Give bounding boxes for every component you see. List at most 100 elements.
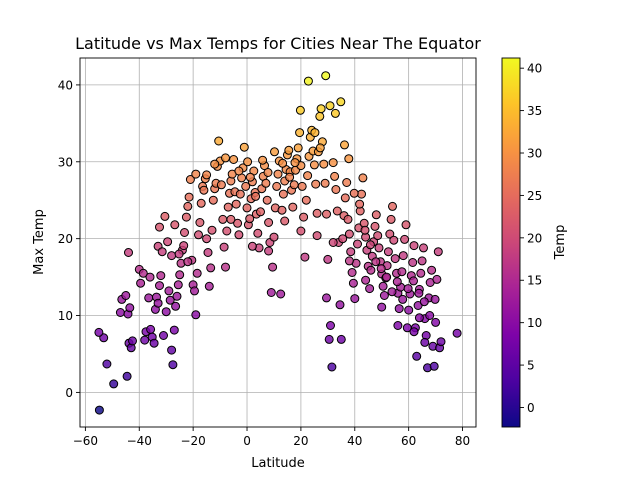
scatter-point bbox=[102, 359, 112, 369]
scatter-point bbox=[242, 203, 252, 213]
scatter-point bbox=[222, 226, 232, 236]
scatter-point bbox=[155, 222, 164, 232]
scatter-point bbox=[376, 264, 386, 274]
colorbar-tick-label: 5 bbox=[527, 359, 535, 373]
scatter-point bbox=[335, 300, 345, 310]
scatter-point bbox=[322, 293, 331, 303]
scatter-point bbox=[144, 293, 154, 303]
scatter-point bbox=[419, 243, 428, 253]
scatter-point bbox=[181, 212, 191, 222]
x-tick-label: 40 bbox=[347, 434, 362, 448]
scatter-point bbox=[174, 249, 184, 259]
scatter-point bbox=[392, 277, 402, 287]
scatter-point bbox=[171, 301, 181, 311]
scatter-point bbox=[400, 234, 410, 244]
scatter-point bbox=[261, 178, 271, 188]
scatter-point bbox=[293, 143, 303, 153]
scatter-point bbox=[122, 371, 132, 381]
scatter-point bbox=[429, 361, 439, 371]
scatter-point bbox=[180, 228, 189, 237]
scatter-point bbox=[414, 313, 424, 323]
scatter-point bbox=[378, 281, 388, 291]
scatter-point bbox=[159, 331, 168, 340]
colorbar-tick-label: 30 bbox=[527, 147, 542, 161]
scatter-point bbox=[382, 272, 392, 282]
scatter-point bbox=[303, 171, 313, 181]
scatter-point bbox=[204, 281, 214, 291]
scatter-point bbox=[146, 324, 156, 334]
scatter-point bbox=[268, 262, 278, 272]
scatter-point bbox=[156, 271, 166, 281]
scatter-point bbox=[263, 168, 273, 177]
scatter-point bbox=[326, 321, 335, 330]
scatter-point bbox=[175, 270, 185, 280]
scatter-point bbox=[172, 291, 182, 301]
scatter-point bbox=[414, 288, 424, 298]
scatter-point bbox=[184, 192, 194, 202]
scatter-point bbox=[398, 294, 408, 304]
scatter-point bbox=[397, 267, 407, 277]
scatter-point bbox=[266, 288, 276, 297]
scatter-point bbox=[340, 193, 350, 203]
scatter-point bbox=[245, 172, 255, 182]
scatter-point bbox=[199, 185, 209, 195]
scatter-point bbox=[371, 210, 381, 220]
scatter-point bbox=[370, 221, 380, 231]
y-axis-label: Max Temp bbox=[32, 209, 47, 275]
colorbar-ticks: 0 5 10 15 20 25 30 35 40 bbox=[520, 62, 542, 415]
colorbar-tick-label: 25 bbox=[527, 189, 542, 203]
scatter-point bbox=[342, 178, 352, 187]
scatter-point bbox=[388, 201, 397, 211]
scatter-point bbox=[357, 189, 366, 199]
scatter-point bbox=[190, 286, 199, 296]
scatter-point bbox=[350, 294, 360, 304]
scatter-point bbox=[419, 297, 429, 307]
scatter-point bbox=[427, 265, 437, 275]
scatter-point bbox=[322, 209, 331, 219]
scatter-point bbox=[124, 248, 133, 257]
scatter-point bbox=[328, 238, 338, 247]
scatter-point bbox=[295, 128, 305, 138]
scatter-point bbox=[167, 345, 177, 355]
scatter-point bbox=[183, 201, 193, 211]
scatter-point bbox=[332, 206, 342, 216]
x-tick-label: −40 bbox=[127, 434, 152, 448]
scatter-point bbox=[223, 202, 233, 212]
scatter-point bbox=[348, 278, 358, 288]
scatter-point bbox=[195, 218, 205, 227]
scatter-point bbox=[325, 101, 335, 111]
scatter-point bbox=[390, 254, 400, 264]
scatter-point bbox=[185, 175, 195, 184]
scatter-point bbox=[315, 143, 325, 153]
x-tick-label: 60 bbox=[401, 434, 416, 448]
scatter-point bbox=[346, 247, 356, 257]
scatter-point bbox=[295, 105, 305, 115]
scatter-point bbox=[136, 278, 146, 288]
scatter-point bbox=[420, 337, 430, 347]
colorbar-tick-label: 15 bbox=[527, 274, 542, 288]
scatter-point bbox=[389, 235, 399, 245]
scatter-point bbox=[355, 199, 365, 209]
scatter-point bbox=[128, 336, 137, 346]
scatter-point bbox=[161, 307, 171, 317]
scatter-point bbox=[183, 257, 193, 267]
scatter-point bbox=[140, 335, 150, 345]
y-tick-label: 10 bbox=[58, 309, 73, 323]
scatter-point bbox=[239, 142, 249, 152]
scatter-point bbox=[336, 97, 346, 107]
scatter-point bbox=[425, 311, 435, 320]
scatter-point bbox=[191, 310, 201, 320]
scatter-point bbox=[194, 230, 203, 240]
scatter-point bbox=[202, 170, 212, 180]
scatter-point bbox=[169, 325, 179, 335]
scatter-point bbox=[164, 286, 174, 296]
scatter-point bbox=[153, 298, 163, 308]
scatter-point bbox=[218, 214, 228, 224]
scatter-point bbox=[309, 160, 319, 170]
scatter-point bbox=[163, 237, 173, 247]
colorbar-tick-label: 0 bbox=[527, 401, 535, 415]
scatter-point bbox=[226, 214, 236, 224]
scatter-point bbox=[328, 158, 338, 168]
